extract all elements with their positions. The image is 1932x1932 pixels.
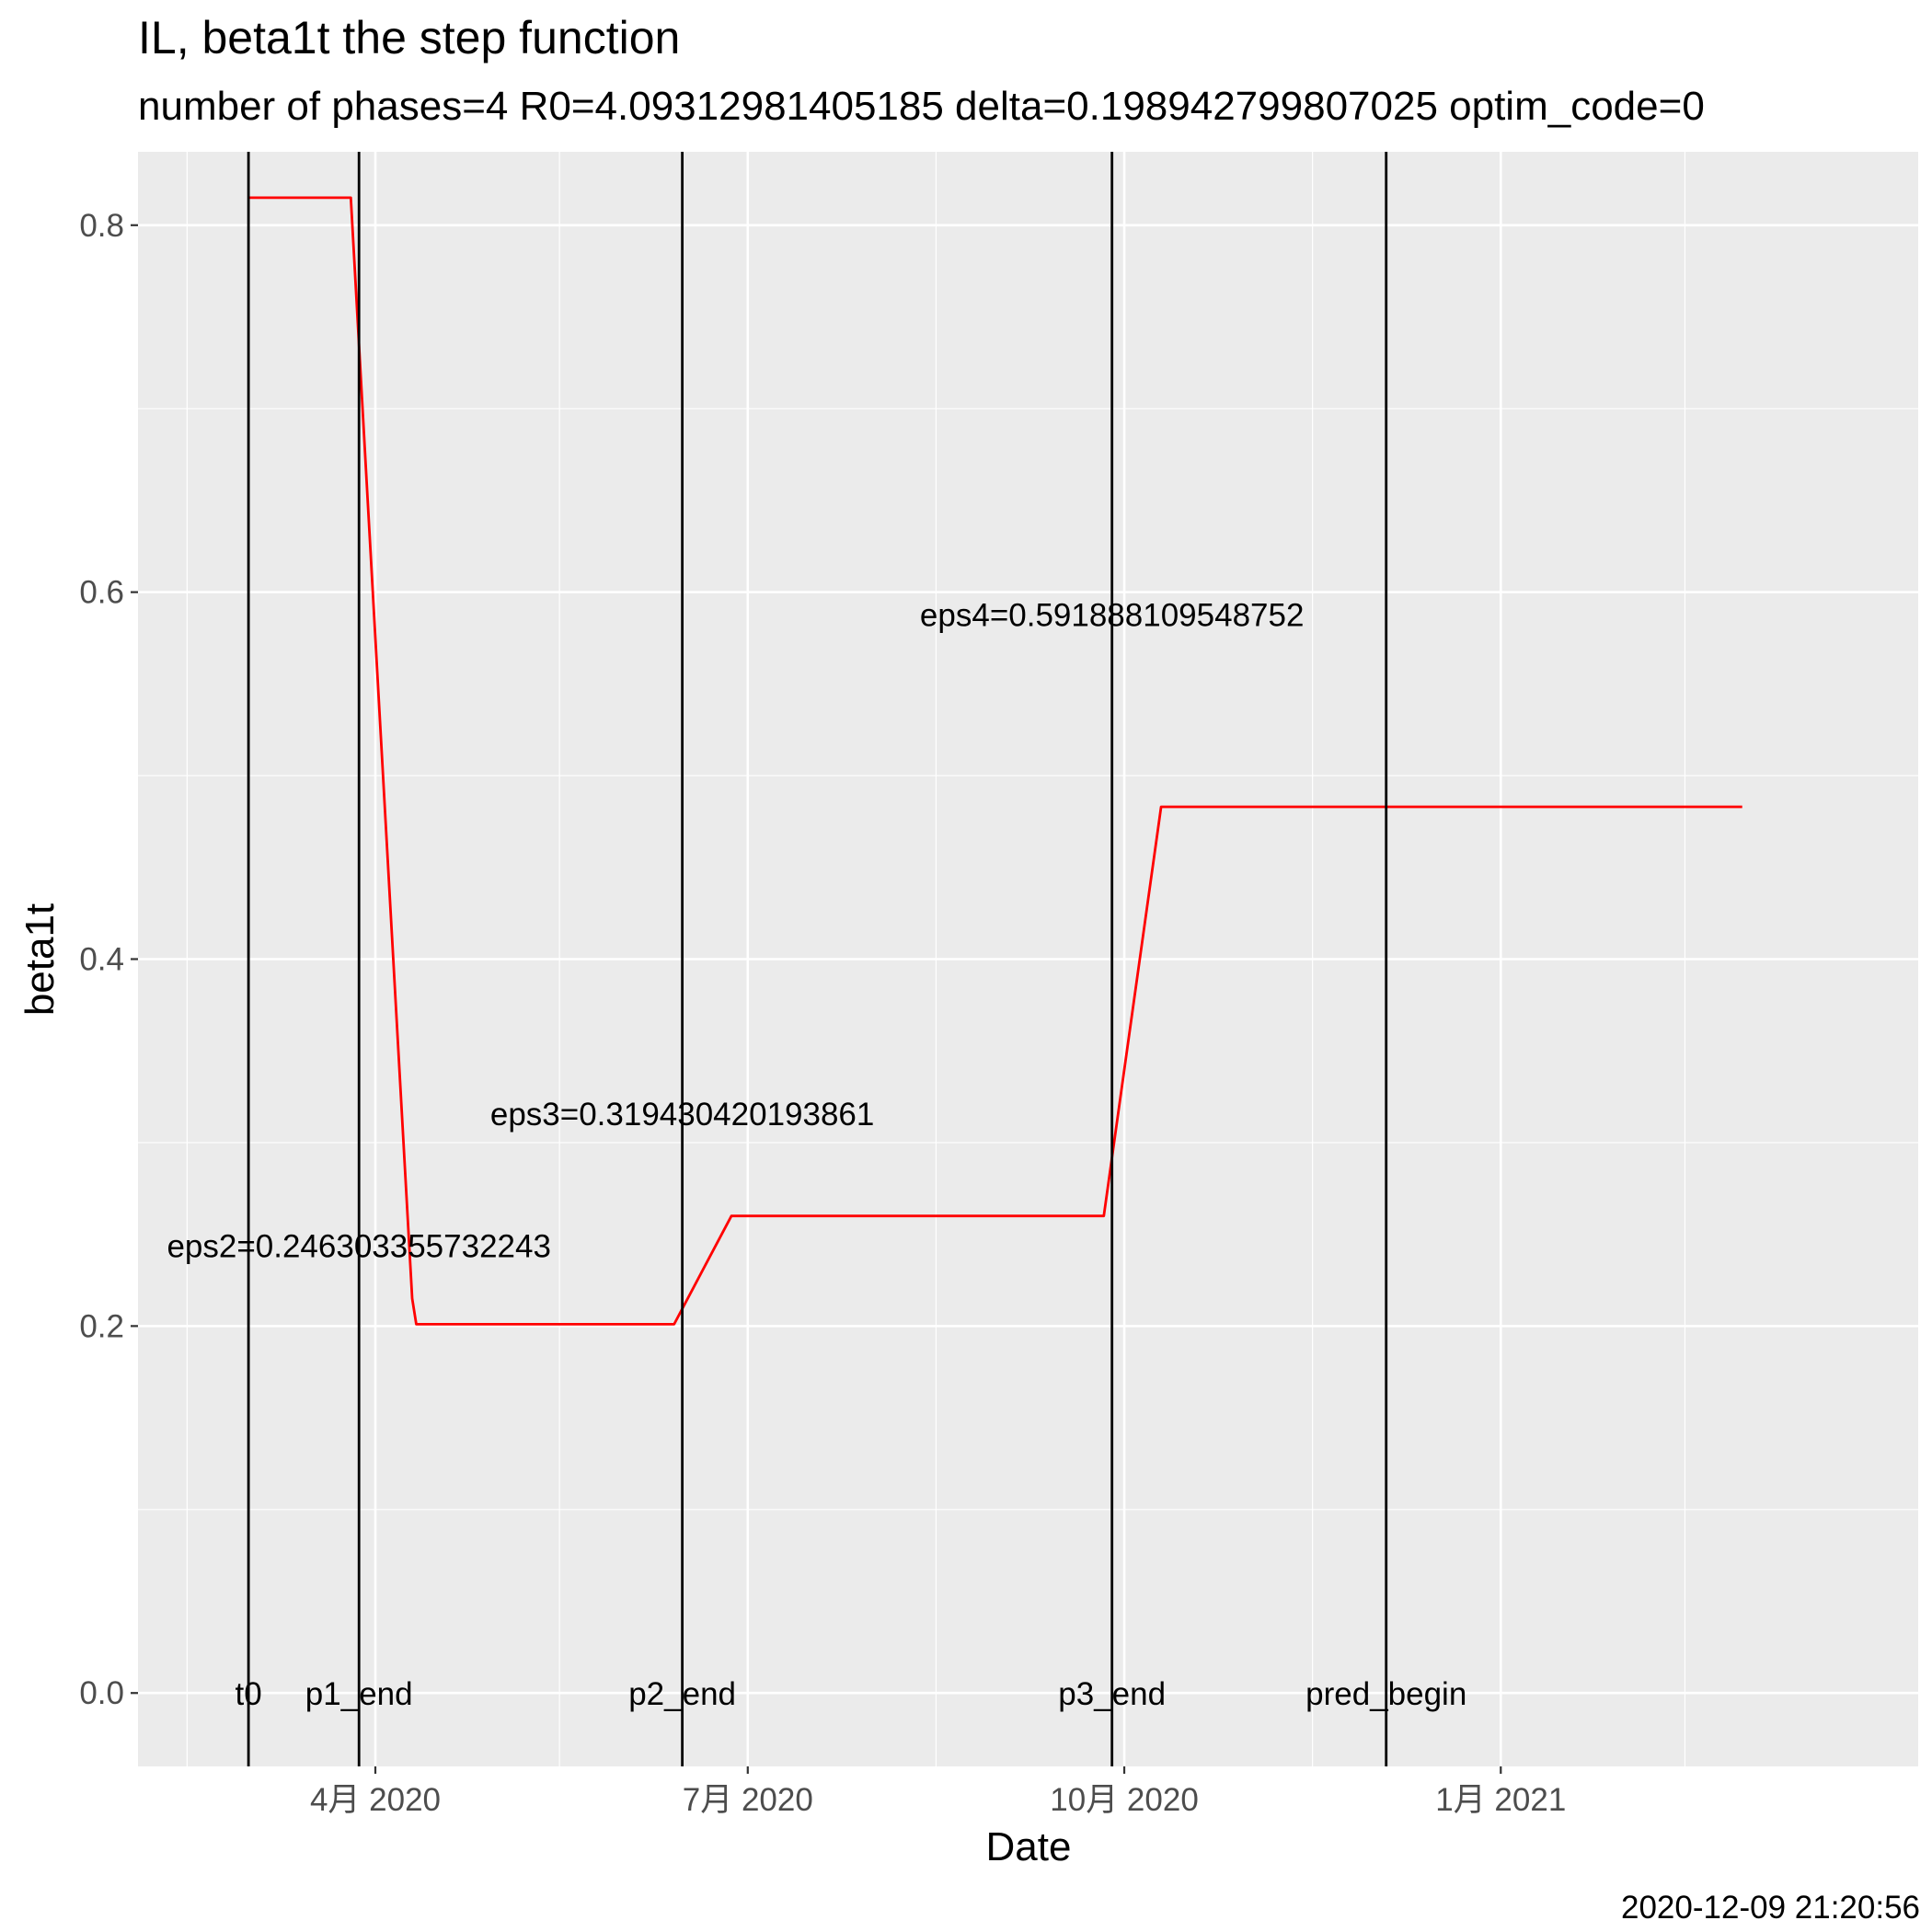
x-tick-label: 10月 2020	[1050, 1782, 1199, 1818]
annotations: eps2=0.246303355732243 eps3=0.31943042019…	[167, 598, 1304, 1265]
x-axis: 4月 2020 7月 2020 10月 2020 1月 2021	[310, 1766, 1566, 1818]
chart-subtitle: number of phases=4 R0=4.09312981405185 d…	[138, 84, 1705, 129]
reference-line-label: t0	[236, 1676, 262, 1712]
reference-line-label: pred_begin	[1305, 1676, 1466, 1712]
grid	[138, 152, 1918, 1766]
annotation-label: eps3=0.319430420193861	[490, 1097, 875, 1133]
y-axis: 0.0 0.2 0.4 0.6 0.8	[79, 208, 138, 1711]
x-axis-label: Date	[986, 1824, 1072, 1869]
y-tick-label: 0.4	[79, 942, 124, 978]
caption: 2020-12-09 21:20:56	[1621, 1890, 1920, 1926]
chart-title: IL, beta1t the step function	[138, 12, 680, 63]
series-layer	[248, 196, 1742, 1326]
reference-lines: t0 p1_end p2_end p3_end pred_begin	[236, 152, 1466, 1766]
reference-line-label: p3_end	[1058, 1676, 1166, 1712]
y-tick-label: 0.2	[79, 1308, 124, 1344]
annotation-label: eps4=0.591888109548752	[920, 598, 1305, 634]
y-tick-label: 0.6	[79, 575, 124, 611]
reference-line-label: p1_end	[305, 1676, 413, 1712]
x-tick-label: 1月 2021	[1435, 1782, 1566, 1818]
reference-line-label: p2_end	[628, 1676, 736, 1712]
y-tick-label: 0.8	[79, 208, 124, 244]
y-axis-label: beta1t	[17, 903, 63, 1016]
series-line	[248, 196, 1742, 1326]
x-tick-label: 7月 2020	[683, 1782, 813, 1818]
x-tick-label: 4月 2020	[310, 1782, 441, 1818]
y-tick-label: 0.0	[79, 1675, 124, 1711]
annotation-label: eps2=0.246303355732243	[167, 1229, 551, 1265]
